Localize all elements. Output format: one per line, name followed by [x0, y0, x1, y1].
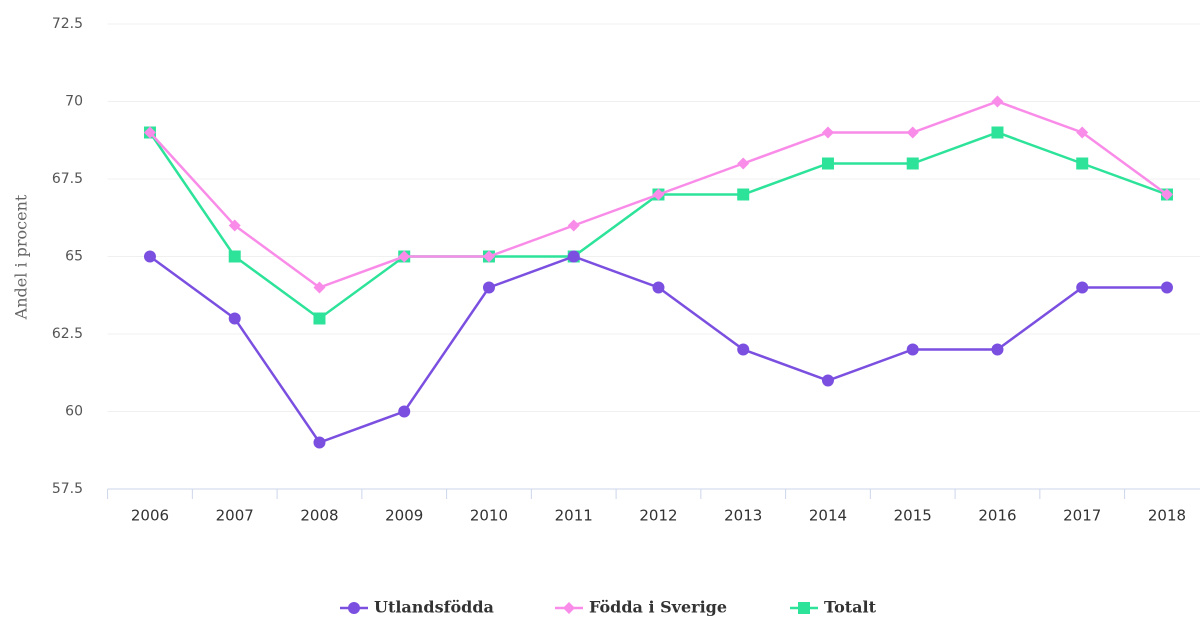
marker — [1076, 157, 1089, 170]
marker — [652, 188, 665, 201]
marker — [906, 126, 919, 139]
marker — [821, 157, 834, 170]
marker — [1076, 126, 1089, 139]
marker — [821, 374, 834, 387]
marker — [567, 219, 580, 232]
x-tick-label: 2011 — [555, 507, 593, 525]
y-tick-label: 60 — [65, 404, 83, 420]
marker — [1160, 281, 1173, 294]
marker — [1160, 188, 1173, 201]
y-tick-label: 65 — [65, 249, 83, 265]
series — [143, 126, 1173, 325]
marker — [228, 250, 241, 263]
y-tick-label: 67.5 — [52, 171, 83, 187]
marker — [482, 281, 495, 294]
x-tick-label: 2008 — [300, 507, 338, 525]
marker — [737, 157, 750, 170]
legend-marker — [563, 602, 575, 614]
marker — [398, 250, 411, 263]
marker — [313, 312, 326, 325]
marker — [737, 343, 750, 356]
legend-symbol — [563, 602, 575, 614]
marker — [313, 281, 326, 294]
y-tick-label: 70 — [65, 94, 83, 110]
marker — [737, 188, 750, 201]
y-tick-label: 57.5 — [52, 481, 83, 497]
marker — [991, 95, 1004, 108]
marker — [228, 219, 241, 232]
marker — [906, 343, 919, 356]
series — [143, 250, 1173, 449]
marker — [652, 281, 665, 294]
x-tick-label: 2006 — [131, 507, 169, 525]
marker — [228, 312, 241, 325]
marker — [143, 250, 156, 263]
y-axis-label: Andel i procent — [12, 194, 31, 320]
marker — [1076, 281, 1089, 294]
legend-label: Födda i Sverige — [589, 598, 727, 617]
marker — [821, 126, 834, 139]
marker — [482, 250, 495, 263]
marker — [398, 405, 411, 418]
y-tick-label: 62.5 — [52, 326, 83, 342]
y-tick-label: 72.5 — [52, 16, 83, 32]
marker — [143, 126, 156, 139]
x-tick-label: 2018 — [1148, 507, 1186, 525]
marker — [991, 343, 1004, 356]
x-tick-label: 2017 — [1063, 507, 1101, 525]
legend-symbol — [798, 602, 810, 614]
marker — [906, 157, 919, 170]
x-tick-label: 2009 — [385, 507, 423, 525]
x-tick-label: 2015 — [894, 507, 932, 525]
marker — [991, 126, 1004, 139]
x-tick-label: 2016 — [978, 507, 1016, 525]
legend-marker — [798, 602, 810, 614]
legend-symbol — [348, 602, 360, 614]
marker — [567, 250, 580, 263]
x-tick-label: 2014 — [809, 507, 847, 525]
x-tick-label: 2012 — [639, 507, 677, 525]
marker — [313, 436, 326, 449]
x-tick-label: 2010 — [470, 507, 508, 525]
x-tick-label: 2007 — [216, 507, 254, 525]
legend-label: Utlandsfödda — [374, 598, 494, 617]
legend-marker — [348, 602, 360, 614]
legend-label: Totalt — [824, 598, 877, 617]
series — [143, 95, 1173, 294]
x-tick-label: 2013 — [724, 507, 762, 525]
